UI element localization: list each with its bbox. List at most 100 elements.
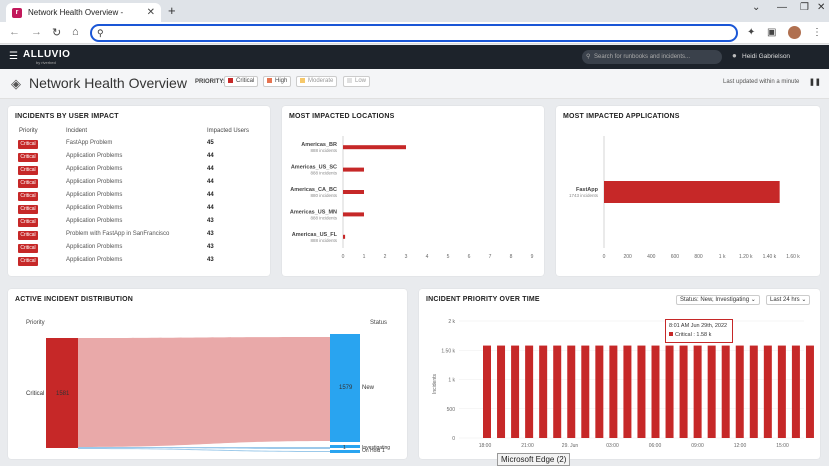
browser-tab[interactable]: r Network Health Overview - ✕ xyxy=(6,3,161,22)
user-name[interactable]: Heidi Gabrielson xyxy=(742,53,791,60)
priority-badge: Critical xyxy=(18,153,38,162)
incident-name[interactable]: Application Problems xyxy=(66,192,123,198)
table-row[interactable]: Critical Application Problems 44 xyxy=(18,203,268,216)
sankey-node-critical[interactable] xyxy=(46,338,78,448)
incident-name[interactable]: Application Problems xyxy=(66,153,123,159)
address-input[interactable] xyxy=(112,27,712,39)
app-search[interactable]: ⚲ Search for runbooks and incidents... xyxy=(582,50,722,64)
y-tick-label: 500 xyxy=(447,407,456,413)
table-row[interactable]: Critical Application Problems 44 xyxy=(18,190,268,203)
bar[interactable] xyxy=(483,345,491,438)
bar[interactable] xyxy=(693,345,702,438)
sidebar-icon[interactable]: ▣ xyxy=(767,27,777,38)
new-tab-icon[interactable]: + xyxy=(168,3,176,18)
priority-chip-low[interactable]: Low xyxy=(343,76,371,87)
table-row[interactable]: Critical Problem with FastApp in SanFranc… xyxy=(18,229,268,242)
incident-name[interactable]: Application Problems xyxy=(66,179,123,185)
bar[interactable] xyxy=(777,345,786,438)
bar[interactable] xyxy=(679,345,688,438)
table-row[interactable]: Critical FastApp Problem 45 xyxy=(18,138,268,151)
sankey-node-investigating[interactable] xyxy=(330,445,360,448)
bar[interactable] xyxy=(735,345,744,438)
bar[interactable] xyxy=(763,345,772,438)
sankey-investigating-value: 1 xyxy=(343,445,346,451)
sankey-onhold-value: 1 xyxy=(382,448,385,454)
bar[interactable] xyxy=(609,345,618,438)
priority-badge: Critical xyxy=(18,140,38,149)
table-row[interactable]: Critical Application Problems 44 xyxy=(18,177,268,190)
incident-name[interactable]: Problem with FastApp in SanFrancisco xyxy=(66,231,170,237)
priority-chip-critical[interactable]: Critical xyxy=(224,76,259,87)
bar[interactable] xyxy=(637,345,646,438)
bar[interactable] xyxy=(343,190,364,194)
sankey-source-label: Critical xyxy=(26,391,44,397)
minimize-icon[interactable]: — xyxy=(777,2,787,13)
priority-chip-high[interactable]: High xyxy=(263,76,292,87)
menu-icon[interactable]: ☰ xyxy=(9,51,18,62)
bar[interactable] xyxy=(791,345,800,438)
table-row[interactable]: Critical Application Problems 44 xyxy=(18,151,268,164)
sankey-left-label: Priority xyxy=(26,320,45,326)
profile-avatar[interactable] xyxy=(788,26,801,39)
table-row[interactable]: Critical Application Problems 43 xyxy=(18,242,268,255)
bar[interactable] xyxy=(567,345,576,438)
incident-name[interactable]: Application Problems xyxy=(66,244,123,250)
bar[interactable] xyxy=(805,345,814,438)
bar[interactable] xyxy=(343,145,406,150)
extensions-icon[interactable]: ✦ xyxy=(747,27,756,38)
bar[interactable] xyxy=(497,345,506,438)
bar[interactable] xyxy=(721,345,730,438)
incident-name[interactable]: Application Problems xyxy=(66,205,123,211)
bar[interactable] xyxy=(604,181,780,203)
restore-icon[interactable]: ❐ xyxy=(800,2,809,13)
close-window-icon[interactable]: ✕ xyxy=(817,2,826,13)
bar[interactable] xyxy=(343,234,346,239)
x-tick-label: 12:00 xyxy=(734,443,747,449)
bar[interactable] xyxy=(343,212,364,217)
table-row[interactable]: Critical Application Problems 43 xyxy=(18,255,268,268)
bar[interactable] xyxy=(651,345,660,438)
incident-name[interactable]: Application Problems xyxy=(66,257,123,263)
y-tick-label: 0 xyxy=(452,436,455,442)
incident-name[interactable]: Application Problems xyxy=(66,166,123,172)
bar[interactable] xyxy=(595,345,604,438)
home-icon[interactable]: ⌂ xyxy=(72,26,79,38)
sankey-right-label: Status xyxy=(370,320,387,326)
table-row[interactable]: Critical Application Problems 44 xyxy=(18,164,268,177)
chevron-down-icon[interactable]: ⌄ xyxy=(752,2,761,13)
bar[interactable] xyxy=(511,345,520,438)
forward-icon[interactable]: → xyxy=(31,26,42,38)
bar[interactable] xyxy=(581,345,590,438)
priority-chip-moderate[interactable]: Moderate xyxy=(296,76,338,87)
incident-name[interactable]: Application Problems xyxy=(66,218,123,224)
table-row[interactable]: Critical Application Problems 43 xyxy=(18,216,268,229)
reload-icon[interactable]: ↻ xyxy=(52,27,62,39)
bar[interactable] xyxy=(623,345,632,438)
bar[interactable] xyxy=(343,167,364,172)
browser-toolbar: ← → ↻ ⌂ ⚲ ✦ ▣ ⋮ xyxy=(0,22,829,44)
sankey-node-onhold[interactable] xyxy=(330,450,360,453)
close-icon[interactable]: ✕ xyxy=(146,7,155,18)
sankey-onhold-label: On Hold xyxy=(362,448,381,454)
address-bar[interactable]: ⚲ xyxy=(90,24,738,42)
bar[interactable] xyxy=(749,345,758,438)
bar[interactable] xyxy=(707,345,716,438)
bar[interactable] xyxy=(553,345,562,438)
bar[interactable] xyxy=(525,345,534,438)
range-filter-dropdown[interactable]: Last 24 hrs ⌄ xyxy=(766,295,811,305)
col-users: Impacted Users xyxy=(207,128,250,134)
status-filter-dropdown[interactable]: Status: New, Investigating ⌄ xyxy=(676,295,760,305)
bar[interactable] xyxy=(539,345,548,438)
y-tick-label: 1 k xyxy=(448,378,455,384)
sankey-node-new[interactable] xyxy=(330,334,360,442)
more-icon[interactable]: ⋮ xyxy=(812,27,822,38)
app-header: ☰ ALLUVIO by riverbed ⚲ Search for runbo… xyxy=(0,45,829,69)
impacted-users: 44 xyxy=(207,205,214,211)
moderate-swatch xyxy=(300,77,305,83)
pause-icon[interactable]: ❚❚ xyxy=(809,79,821,86)
incident-name[interactable]: FastApp Problem xyxy=(66,140,113,146)
user-icon[interactable]: ● xyxy=(732,51,737,60)
bar[interactable] xyxy=(665,345,674,438)
back-icon[interactable]: ← xyxy=(9,26,20,38)
app-logo[interactable]: ALLUVIO xyxy=(23,49,71,60)
